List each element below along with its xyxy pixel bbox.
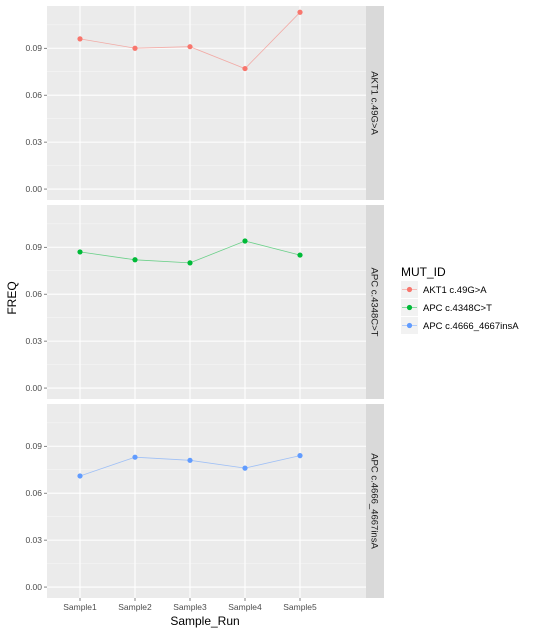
data-point xyxy=(187,457,193,463)
y-tick-label: 0.06 xyxy=(25,289,42,299)
legend-label: APC c.4666_4667insA xyxy=(423,321,519,332)
facet-strip-label: APC c.4666_4667insA xyxy=(369,453,380,549)
x-axis-title: Sample_Run xyxy=(170,614,239,628)
x-tick-label: Sample3 xyxy=(173,602,207,612)
y-tick-label: 0.03 xyxy=(25,535,42,545)
facet-strip xyxy=(366,404,384,598)
data-point xyxy=(242,238,248,244)
legend-entry: APC c.4666_4667insA xyxy=(401,317,519,334)
data-point xyxy=(77,249,83,255)
x-axis: Sample1 Sample2 Sample3 Sample4 Sample5 xyxy=(63,598,317,612)
y-tick-label: 0.03 xyxy=(25,137,42,147)
data-point xyxy=(187,44,193,50)
legend-label: APC c.4348C>T xyxy=(423,303,492,314)
facet-strip-label: AKT1 c.49G>A xyxy=(369,71,380,135)
y-axis-title: FREQ xyxy=(5,281,19,314)
facet-panel: 0.00 0.03 0.06 0.09 APC c.4666_4667insA xyxy=(25,404,384,598)
facet-strip-label: APC c.4348C>T xyxy=(369,268,380,337)
facet-panels: 0.00 0.03 0.06 0.09 AKT1 c.49G>A 0.00 0.03 0.06… xyxy=(25,6,384,598)
panel-background xyxy=(47,404,366,598)
y-tick-label: 0.00 xyxy=(25,184,42,194)
x-tick-label: Sample2 xyxy=(118,602,152,612)
data-point xyxy=(242,465,248,471)
y-tick-label: 0.09 xyxy=(25,43,42,53)
y-tick-label: 0.03 xyxy=(25,336,42,346)
y-tick-label: 0.09 xyxy=(25,441,42,451)
y-tick-label: 0.09 xyxy=(25,242,42,252)
panel-background xyxy=(47,205,366,399)
y-tick-label: 0.00 xyxy=(25,383,42,393)
legend: MUT_ID AKT1 c.49G>A APC c.4348C>T APC c.46… xyxy=(401,265,519,334)
data-point xyxy=(242,65,248,72)
legend-key-point xyxy=(406,304,413,311)
x-tick-label: Sample4 xyxy=(228,602,262,612)
facet-strip xyxy=(366,6,384,200)
facet-strip xyxy=(366,205,384,399)
data-point xyxy=(187,260,193,266)
data-point xyxy=(132,257,138,263)
x-tick-label: Sample1 xyxy=(63,602,97,612)
data-point xyxy=(297,9,303,15)
legend-label: AKT1 c.49G>A xyxy=(423,285,487,296)
y-tick-label: 0.06 xyxy=(25,90,42,100)
panel-background xyxy=(47,6,366,200)
data-point xyxy=(297,453,303,459)
legend-title: MUT_ID xyxy=(401,265,446,279)
data-point xyxy=(297,252,303,258)
y-tick-label: 0.00 xyxy=(25,582,42,592)
legend-key-point xyxy=(406,322,413,329)
data-point xyxy=(77,36,83,42)
data-point xyxy=(132,45,138,51)
facet-panel: 0.00 0.03 0.06 0.09 AKT1 c.49G>A xyxy=(25,6,384,200)
y-tick-label: 0.06 xyxy=(25,488,42,498)
legend-entry: AKT1 c.49G>A xyxy=(401,281,487,298)
x-tick-label: Sample5 xyxy=(283,602,317,612)
data-point xyxy=(77,473,83,479)
data-point xyxy=(132,454,138,460)
facet-panel: 0.00 0.03 0.06 0.09 APC c.4348C>T xyxy=(25,205,384,399)
legend-key-point xyxy=(406,286,413,293)
legend-entry: APC c.4348C>T xyxy=(401,299,492,316)
